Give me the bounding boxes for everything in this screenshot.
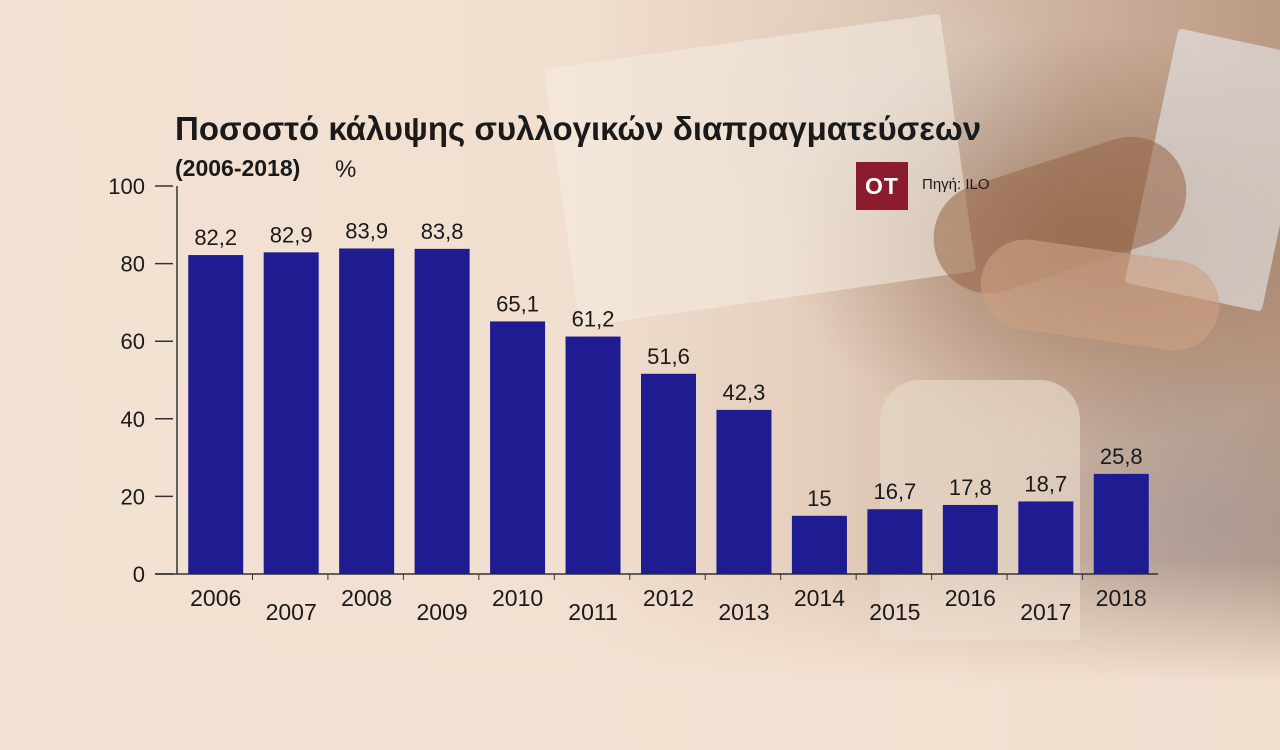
data-label: 65,1 <box>496 291 539 316</box>
x-tick-label: 2006 <box>190 585 241 611</box>
bar <box>263 252 319 574</box>
y-tick-label: 20 <box>121 484 145 509</box>
unit-label: % <box>335 156 357 183</box>
data-label: 82,9 <box>270 222 313 247</box>
y-tick-label: 0 <box>133 562 145 587</box>
ot-logo: ΟΤ <box>856 162 908 210</box>
chart-title: Ποσοστό κάλυψης συλλογικών διαπραγματεύσ… <box>175 110 982 147</box>
bar <box>791 515 847 574</box>
bar <box>641 373 696 574</box>
bar <box>1093 473 1149 574</box>
x-tick-label: 2016 <box>945 585 996 611</box>
y-tick-label: 40 <box>121 407 145 432</box>
x-tick-label: 2018 <box>1096 585 1147 611</box>
data-label: 83,9 <box>345 218 388 243</box>
data-label: 18,7 <box>1024 471 1067 496</box>
data-label: 83,8 <box>421 219 464 244</box>
bar <box>1018 501 1074 574</box>
data-label: 51,6 <box>647 344 690 369</box>
x-tick-label: 2014 <box>794 585 845 611</box>
y-tick-label: 60 <box>121 329 145 354</box>
bar <box>942 504 998 574</box>
data-label: 42,3 <box>723 380 766 405</box>
bar <box>490 321 546 574</box>
data-label: 15 <box>807 486 831 511</box>
bar <box>339 248 395 574</box>
bar <box>716 409 772 574</box>
bar <box>188 255 244 574</box>
x-tick-label: 2011 <box>568 599 617 625</box>
x-tick-label: 2008 <box>341 585 392 611</box>
x-tick-label: 2010 <box>492 585 543 611</box>
data-label: 16,7 <box>873 479 916 504</box>
x-tick-label: 2009 <box>417 599 468 625</box>
chart-subtitle: (2006-2018) <box>175 155 301 181</box>
x-tick-label: 2015 <box>869 599 920 625</box>
bar <box>867 509 923 574</box>
y-tick-label: 100 <box>108 174 145 199</box>
bar <box>565 336 621 574</box>
x-tick-label: 2017 <box>1020 599 1071 625</box>
y-tick-label: 80 <box>121 252 145 277</box>
data-label: 82,2 <box>194 225 237 250</box>
data-label: 61,2 <box>572 307 615 332</box>
x-tick-label: 2013 <box>718 599 769 625</box>
x-tick-label: 2007 <box>266 599 317 625</box>
source-label: Πηγή: ILO <box>922 176 990 193</box>
data-label: 17,8 <box>949 475 992 500</box>
bar <box>414 248 470 574</box>
background-fade <box>0 560 1280 750</box>
x-tick-label: 2012 <box>643 585 694 611</box>
data-label: 25,8 <box>1100 444 1143 469</box>
